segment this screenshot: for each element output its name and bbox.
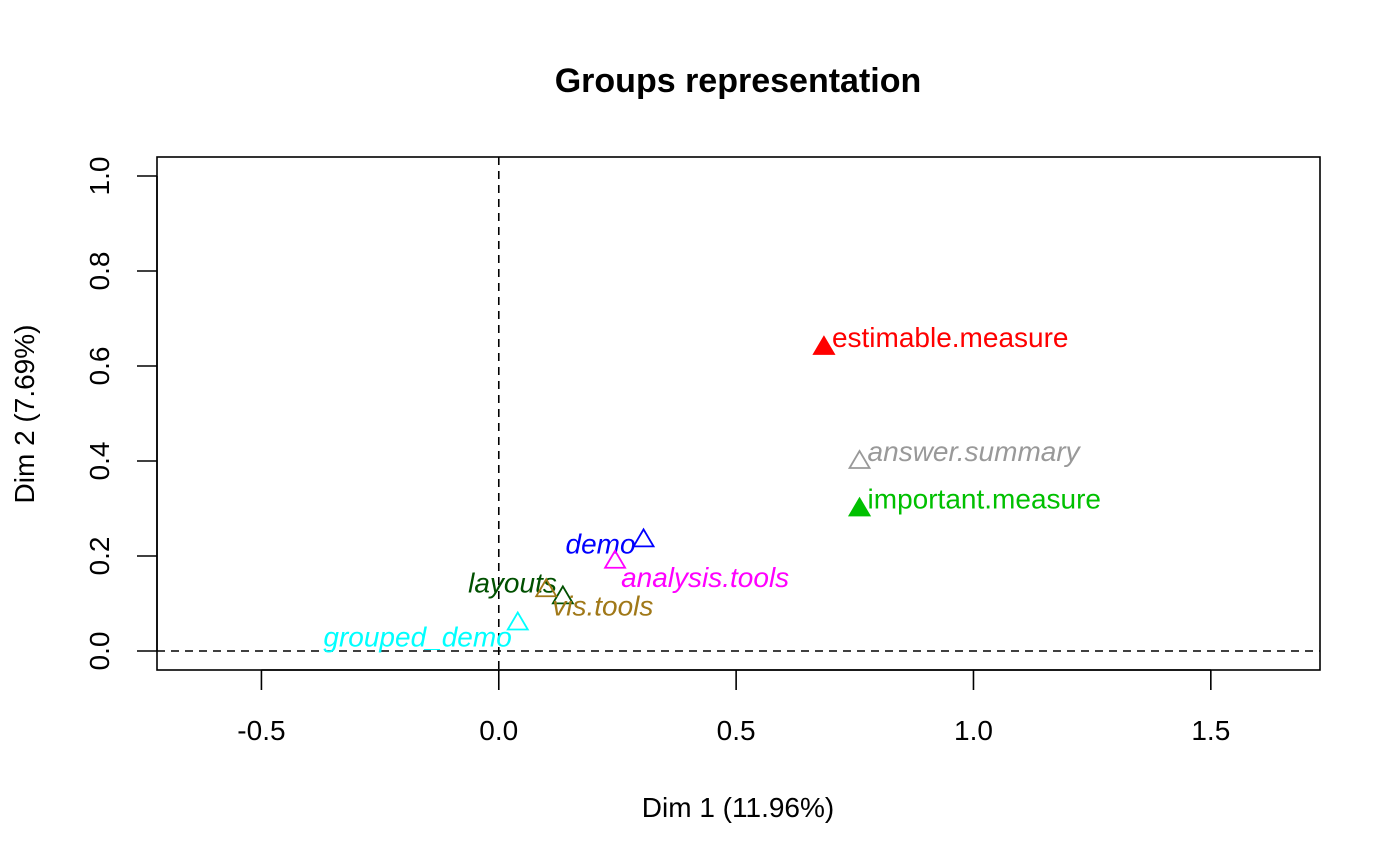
x-tick-label: 1.0 — [954, 715, 993, 746]
data-point: estimable.measure — [812, 322, 1069, 355]
triangle-marker — [603, 548, 627, 569]
triangle-marker — [847, 496, 872, 517]
points-layer: estimable.measure answer.summary important… — [323, 322, 1101, 653]
data-point: analysis.tools — [603, 548, 789, 593]
point-label: answer.summary — [868, 436, 1082, 467]
x-tick-label: 0.5 — [717, 715, 756, 746]
reference-lines — [157, 157, 1320, 670]
x-axis: -0.5 0.0 0.5 1.0 1.5 — [237, 669, 1230, 746]
y-axis: 0.0 0.2 0.4 0.6 0.8 1.0 — [84, 157, 158, 671]
triangle-marker — [534, 577, 558, 598]
x-axis-label: Dim 1 (11.96%) — [642, 792, 834, 823]
triangle-marker — [506, 610, 530, 631]
data-point: vis.tools — [534, 577, 653, 621]
x-tick-label: 0.0 — [479, 715, 518, 746]
point-label: vis.tools — [552, 590, 653, 621]
chart-title: Groups representation — [555, 62, 922, 100]
y-tick-label: 0.8 — [84, 252, 115, 291]
data-point: answer.summary — [847, 436, 1082, 469]
y-tick-label: 0.2 — [84, 537, 115, 576]
point-label: layouts — [468, 567, 557, 598]
data-point: grouped_demo — [323, 610, 530, 653]
triangle-marker — [847, 449, 872, 469]
y-tick-label: 0.6 — [84, 347, 115, 386]
point-label: demo — [566, 528, 636, 559]
triangle-marker — [631, 527, 656, 548]
y-axis-label: Dim 2 (7.69%) — [9, 325, 40, 504]
point-label: important.measure — [868, 484, 1101, 515]
plot-frame — [156, 156, 1321, 671]
data-point: demo — [566, 527, 656, 559]
y-tick-label: 1.0 — [84, 157, 115, 196]
triangle-marker — [812, 335, 836, 355]
x-tick-label: 1.5 — [1191, 715, 1230, 746]
point-label: estimable.measure — [832, 322, 1069, 353]
y-tick-label: 0.0 — [84, 632, 115, 671]
point-label: grouped_demo — [323, 622, 511, 653]
y-tick-label: 0.4 — [84, 442, 115, 481]
triangle-marker — [551, 584, 575, 605]
data-point: layouts — [468, 567, 575, 605]
point-label: analysis.tools — [621, 562, 789, 593]
data-point: important.measure — [847, 484, 1101, 517]
x-tick-label: -0.5 — [237, 715, 285, 746]
